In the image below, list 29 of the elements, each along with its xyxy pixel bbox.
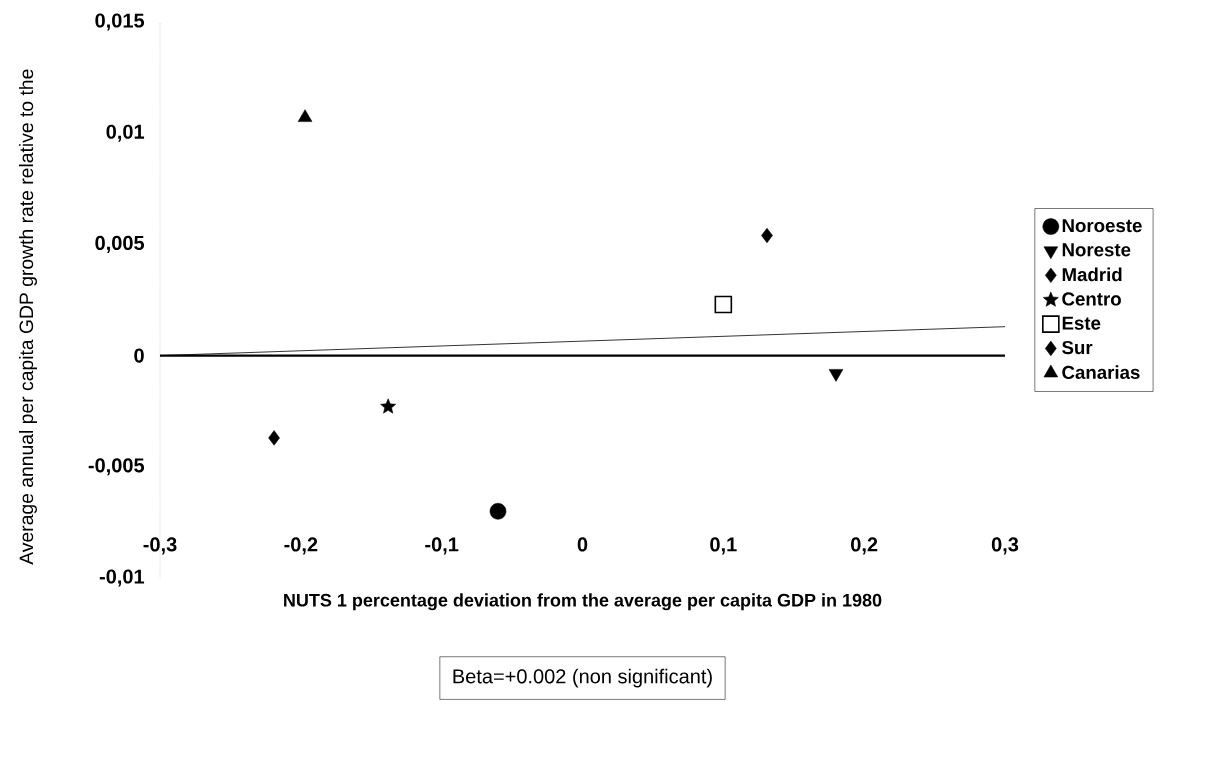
y-tick-label: -0,01 bbox=[99, 569, 145, 587]
x-tick-label: -0,3 bbox=[143, 537, 177, 555]
y-tick-label: -0,005 bbox=[88, 458, 145, 476]
x-tick-label: -0,1 bbox=[425, 537, 459, 555]
x-tick-label: 0,1 bbox=[710, 537, 737, 555]
x-tick-label: 0,2 bbox=[851, 537, 878, 555]
legend-label: Noroeste bbox=[1062, 219, 1142, 233]
text: Beta=+0.002 (non significant) bbox=[453, 668, 712, 688]
legend-label: Madrid bbox=[1062, 267, 1122, 282]
legend-label: Sur bbox=[1062, 340, 1093, 355]
point bbox=[761, 227, 773, 244]
x-tick-label: 0,3 bbox=[991, 537, 1019, 555]
point bbox=[489, 503, 507, 520]
x-axis-title: NUTS 1 percentage deviation from the average per capita GDP in 1980 bbox=[284, 593, 882, 611]
x-tick-label: -0,2 bbox=[284, 537, 318, 555]
x-tick-label: 0 bbox=[577, 537, 588, 552]
legend-label: Centro bbox=[1062, 292, 1121, 306]
y-tick-label: 0,01 bbox=[106, 124, 145, 142]
legend-label: Este bbox=[1062, 316, 1101, 330]
point bbox=[714, 295, 733, 314]
legend-label: Canarias bbox=[1062, 365, 1140, 379]
point bbox=[380, 398, 397, 414]
y-tick-label: 0 bbox=[134, 348, 144, 363]
legend-label: Noreste bbox=[1062, 243, 1131, 257]
y-tick-label: 0,005 bbox=[95, 235, 145, 253]
point bbox=[297, 109, 313, 122]
y-axis-title: Average annual per capita GDP growth rate relative to the bbox=[18, 69, 37, 565]
point bbox=[268, 430, 280, 446]
y-tick-label: 0,015 bbox=[95, 13, 145, 31]
